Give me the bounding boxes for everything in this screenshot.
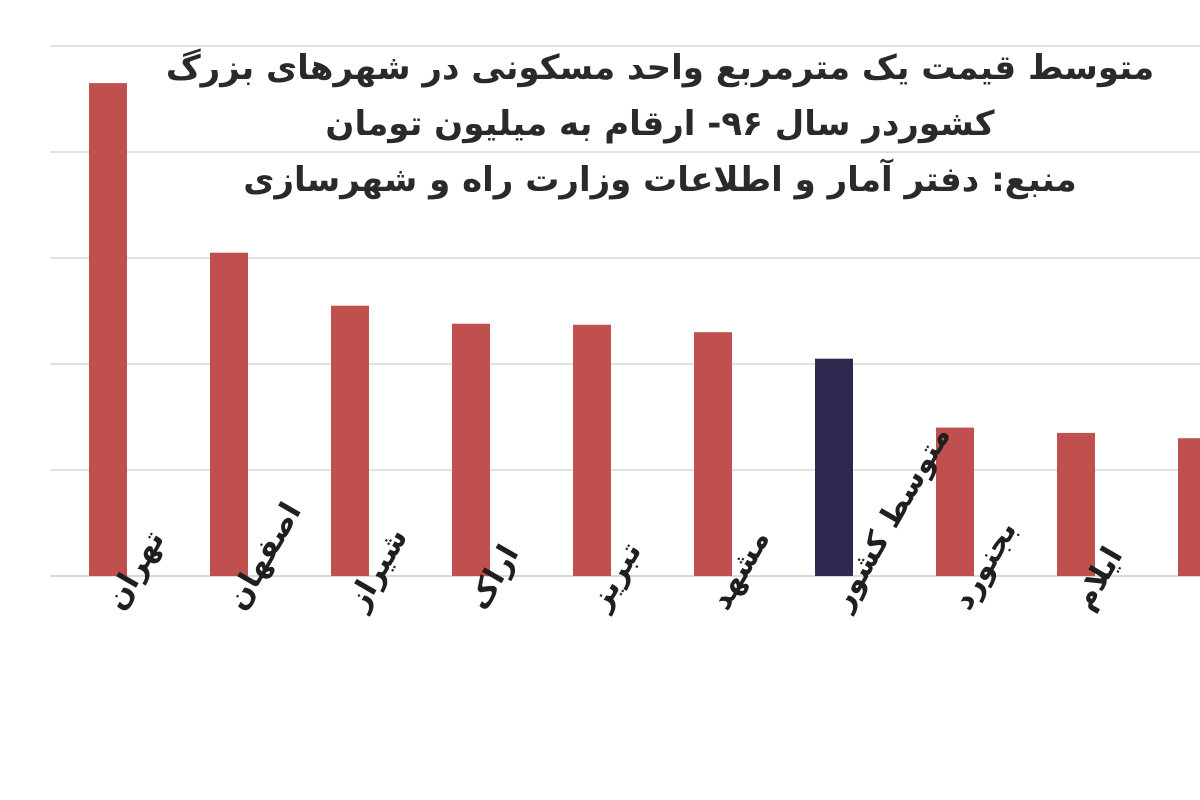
chart-subtitle: منبع: دفتر آمار و اطلاعات وزارت راه و شه…	[243, 160, 1077, 200]
bar-4	[452, 323, 490, 576]
bar-2	[210, 252, 248, 576]
bar-3	[331, 305, 369, 576]
chart-title-line-2: کشوردر سال ۹۶- ارقام به میلیون تومان	[325, 104, 995, 144]
bar-10	[1178, 438, 1200, 576]
bar-6	[694, 332, 732, 576]
bar-8	[936, 427, 974, 576]
bar-9	[1057, 432, 1095, 576]
bar-1	[89, 83, 127, 576]
x-axis-labels: تهران اصفهان شیراز اراک تبریز مشهد متوسط کشورب…	[99, 420, 1200, 617]
bars	[89, 83, 1200, 576]
chart-title-line-1: متوسط قیمت یک مترمربع واحد مسکونی در شهر…	[165, 48, 1155, 88]
bar-7	[815, 358, 853, 576]
chart-title-block: متوسط قیمت یک مترمربع واحد مسکونی در شهر…	[160, 40, 1160, 208]
bar-5	[573, 324, 611, 576]
